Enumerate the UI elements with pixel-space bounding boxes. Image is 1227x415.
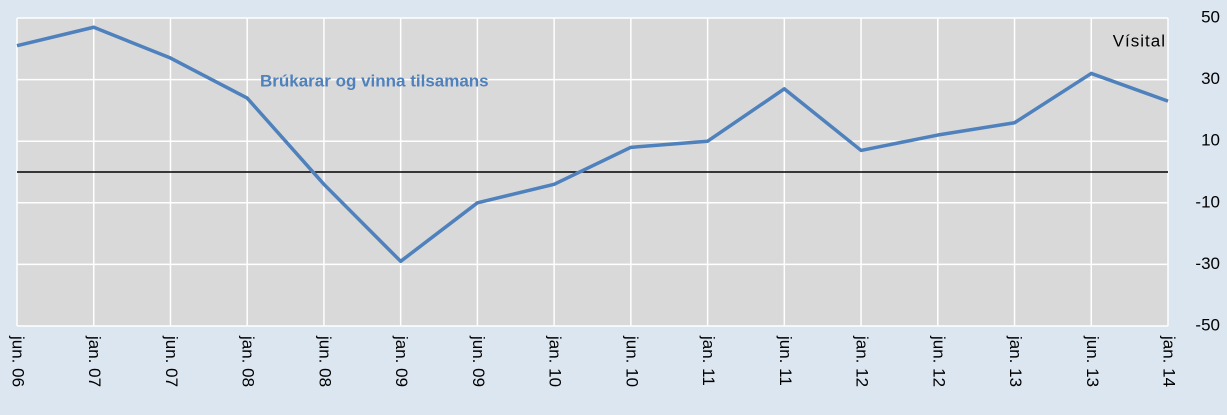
data-line [16,25,1169,264]
x-tick-label: jun. 06 [9,335,28,387]
y-tick-label: -30 [1195,254,1220,273]
y-tick-label: 30 [1201,69,1220,88]
x-tick-label: jun. 07 [162,335,181,387]
x-tick-label: jan. 13 [1006,335,1025,387]
y-tick-label: 50 [1201,7,1220,26]
x-tick-label: jan. 08 [239,335,258,387]
y-tick-label: -10 [1195,192,1220,211]
x-tick-label: jun. 09 [469,335,488,387]
x-tick-label: jan. 14 [1160,335,1179,387]
y-tick-label: 10 [1201,131,1220,150]
y-tick-label: -50 [1195,315,1220,334]
annotation: Brúkarar og vinna tilsamans [260,71,489,90]
x-tick-label: jun. 10 [622,335,641,387]
x-tick-label: jun. 12 [929,335,948,387]
x-tick-label: jan. 09 [392,335,411,387]
x-tick-label: jun. 13 [1083,335,1102,387]
x-tick-label: jan. 12 [853,335,872,387]
x-tick-label: jan. 07 [85,335,104,387]
x-tick-label: jun. 11 [776,335,795,386]
x-tick-label: jan. 11 [699,335,718,386]
x-tick-label: jan. 10 [546,335,565,387]
x-tick-label: jun. 08 [315,335,334,387]
y-axis-label: Vísital [1113,31,1166,50]
